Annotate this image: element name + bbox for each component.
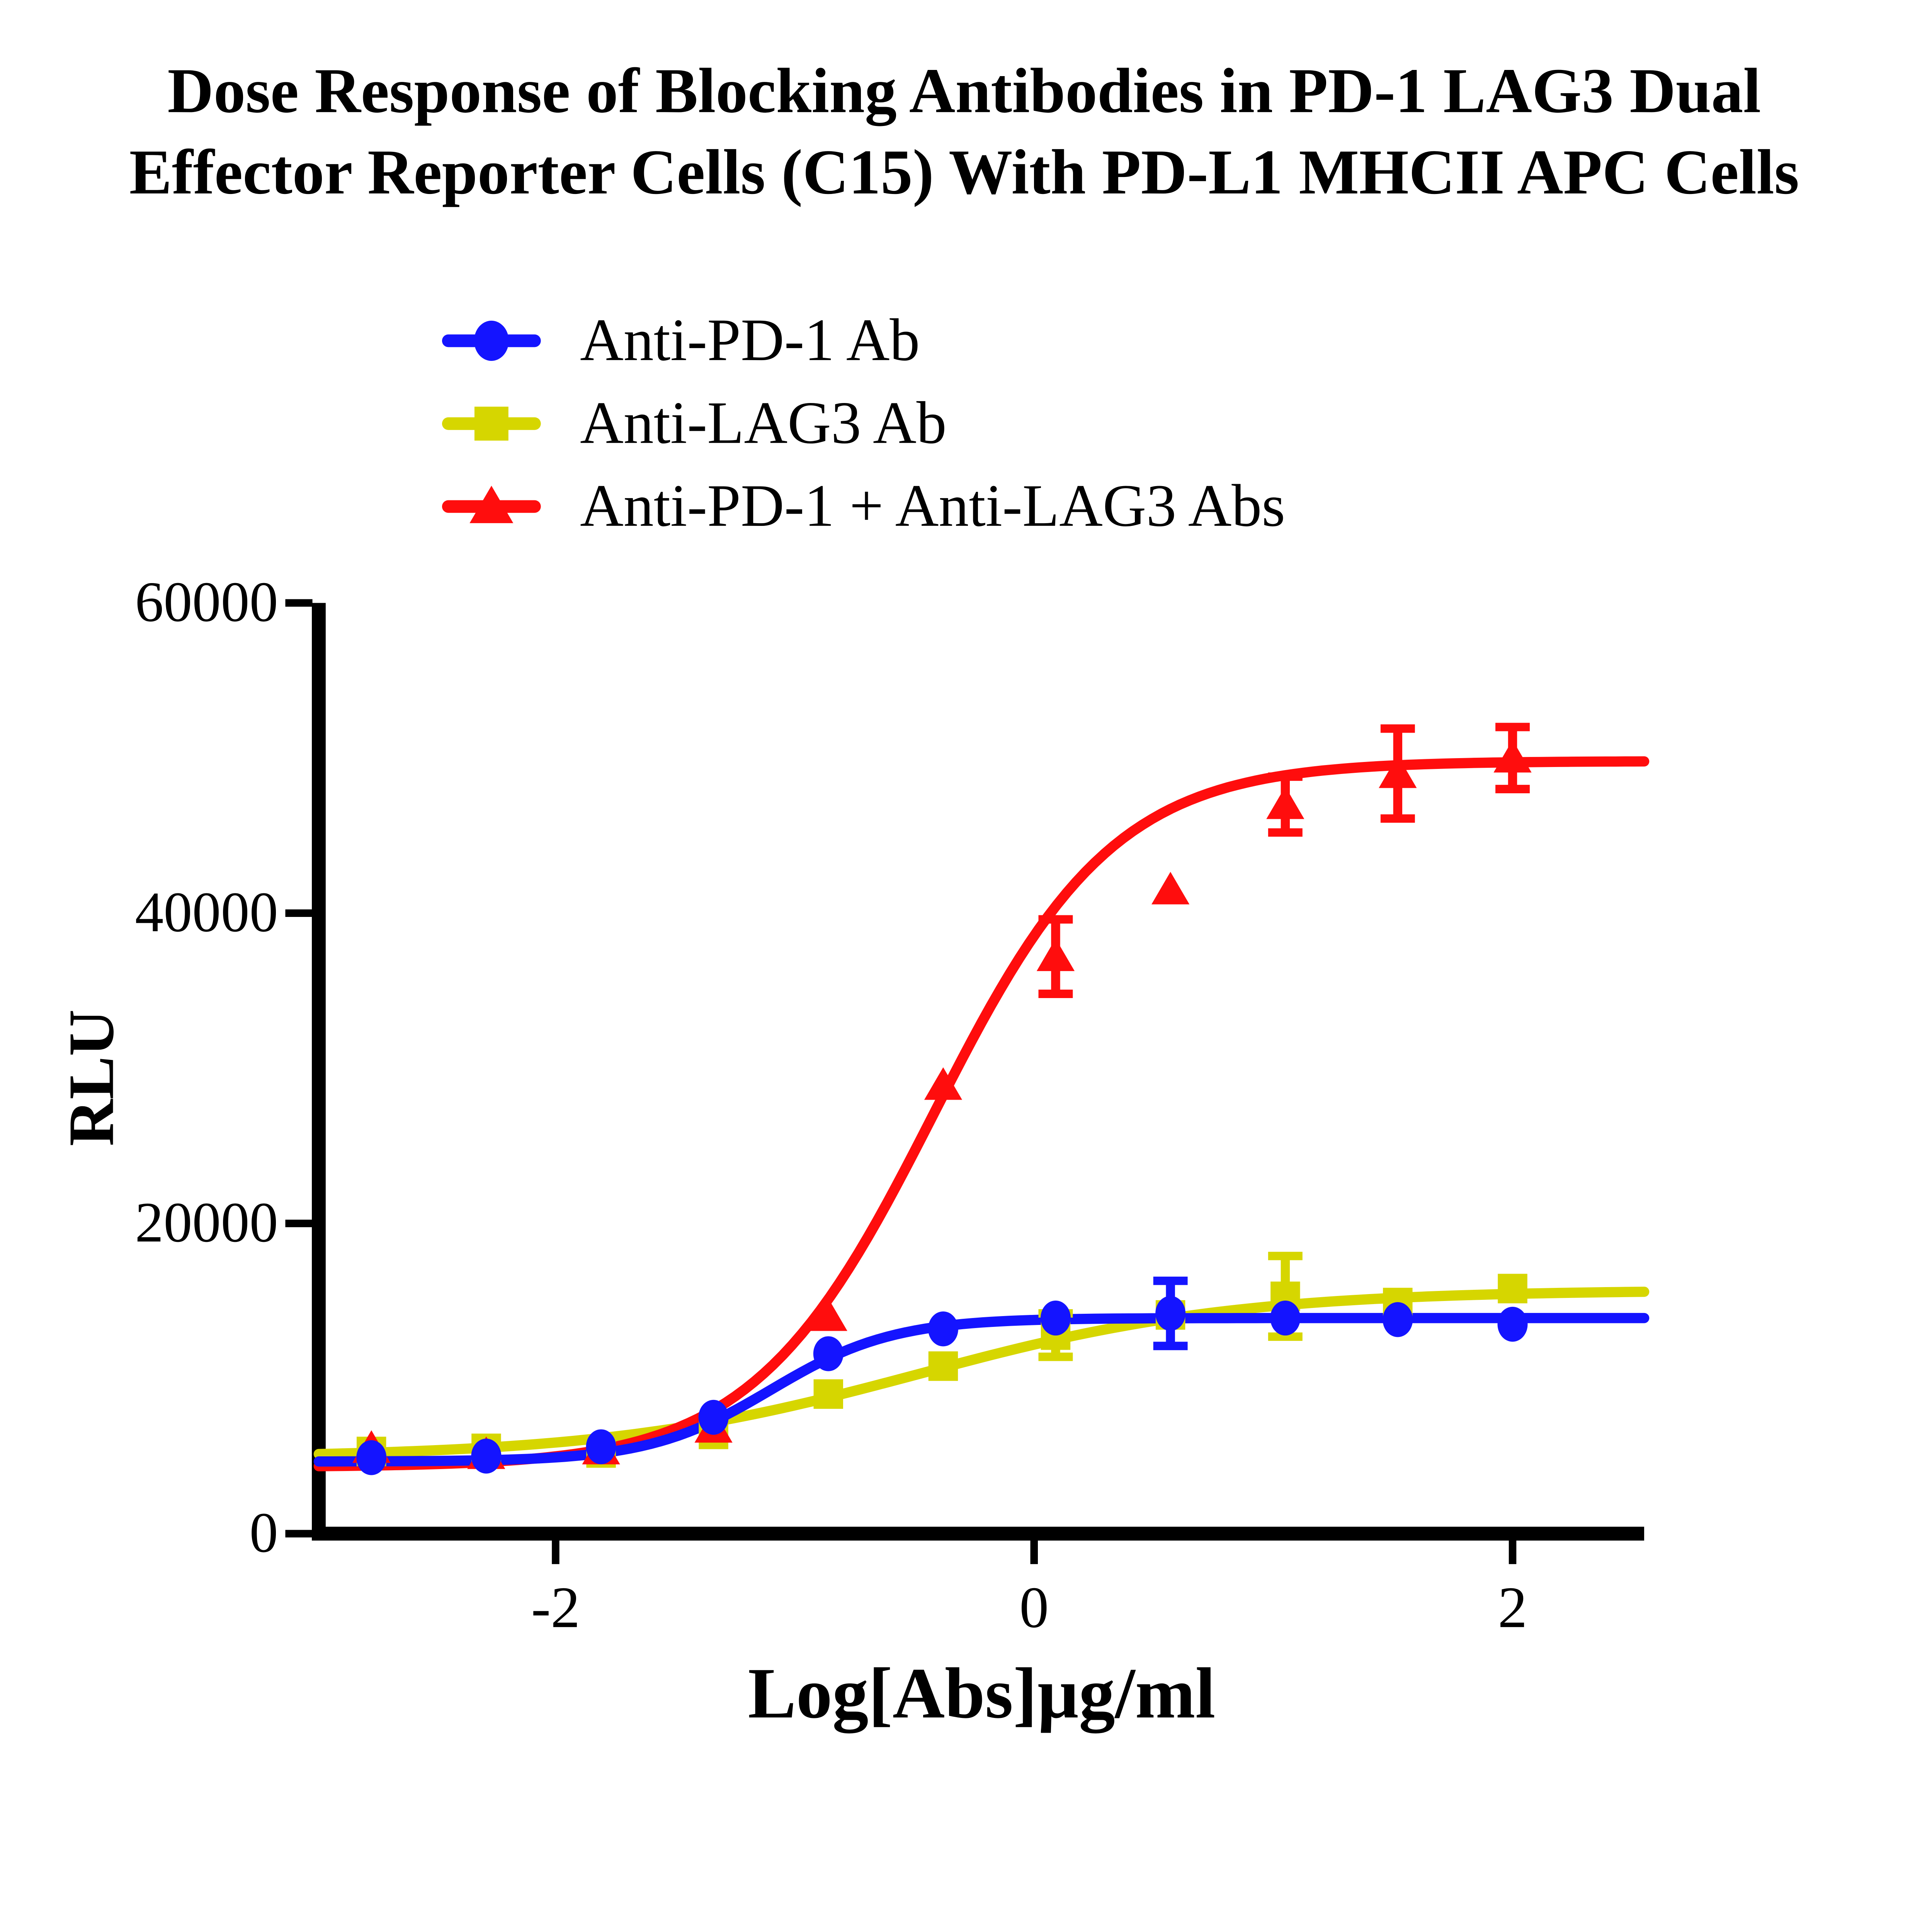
- dose-response-figure: Dose Response of Blocking Antibodies in …: [0, 0, 1932, 1778]
- data-point-marker-circle: [471, 1439, 502, 1474]
- data-point-marker-circle: [928, 1311, 958, 1347]
- x-axis-label: Log[Abs]µg/ml: [748, 1653, 1216, 1733]
- data-point-marker-square: [474, 406, 509, 441]
- data-point-marker-triangle: [924, 1067, 963, 1100]
- data-point-marker-square: [1498, 1274, 1527, 1304]
- data-point-marker-circle: [586, 1429, 616, 1464]
- data-point-marker-square: [928, 1351, 958, 1381]
- y-tick-label: 0: [250, 1501, 278, 1565]
- chart-background: [0, 0, 1932, 1778]
- x-tick-label: -2: [531, 1575, 580, 1640]
- data-point-marker-circle: [698, 1400, 729, 1435]
- chart-title-line2: Effector Reporter Cells (C15) With PD-L1…: [129, 137, 1799, 207]
- data-point-marker-triangle: [809, 1298, 847, 1331]
- legend-entry: Anti-PD-1 + Anti-LAG3 Abs: [442, 472, 1285, 539]
- fit-curve: [313, 1286, 1650, 1459]
- legend-label: Anti-PD-1 + Anti-LAG3 Abs: [580, 472, 1285, 539]
- data-point-marker-circle: [1270, 1300, 1301, 1336]
- dose-response-chart: Dose Response of Blocking Antibodies in …: [0, 0, 1932, 1778]
- y-tick-label: 60000: [135, 570, 278, 634]
- data-point-marker-circle: [474, 320, 509, 361]
- data-points-layer: [352, 740, 1532, 1475]
- legend-entry: Anti-LAG3 Ab: [442, 389, 947, 456]
- legend: Anti-PD-1 Ab Anti-LAG3 Ab Anti-PD-1 + Anti…: [442, 306, 1285, 539]
- legend-entry: Anti-PD-1 Ab: [442, 306, 920, 373]
- axes-layer: 0 20000 40000 60000 -2 0 2: [135, 570, 1645, 1640]
- data-point-marker-square: [813, 1379, 843, 1409]
- y-tick-label: 20000: [135, 1191, 278, 1254]
- y-tick-label: 40000: [135, 881, 278, 944]
- data-point-marker-circle: [1383, 1302, 1413, 1337]
- data-point-marker-triangle: [1493, 740, 1532, 773]
- data-point-marker-triangle: [1151, 872, 1190, 905]
- x-tick-label: 0: [1019, 1575, 1049, 1640]
- fit-curves-layer: [313, 756, 1650, 1471]
- fit-curve: [313, 1313, 1650, 1467]
- x-tick-label: 2: [1498, 1575, 1527, 1640]
- chart-title-line1: Dose Response of Blocking Antibodies in …: [167, 55, 1761, 126]
- data-point-marker-circle: [1040, 1300, 1071, 1336]
- data-point-marker-triangle: [469, 486, 514, 523]
- data-point-marker-circle: [356, 1440, 387, 1475]
- data-point-marker-circle: [1155, 1296, 1186, 1331]
- data-point-marker-triangle: [1379, 755, 1417, 788]
- data-point-marker-circle: [813, 1336, 844, 1371]
- y-axis-label: RLU: [56, 1009, 127, 1146]
- legend-label: Anti-LAG3 Ab: [580, 389, 947, 456]
- data-point-marker-triangle: [1266, 786, 1304, 819]
- data-point-marker-circle: [1497, 1306, 1528, 1342]
- legend-label: Anti-PD-1 Ab: [580, 306, 920, 373]
- data-point-marker-triangle: [1036, 938, 1075, 971]
